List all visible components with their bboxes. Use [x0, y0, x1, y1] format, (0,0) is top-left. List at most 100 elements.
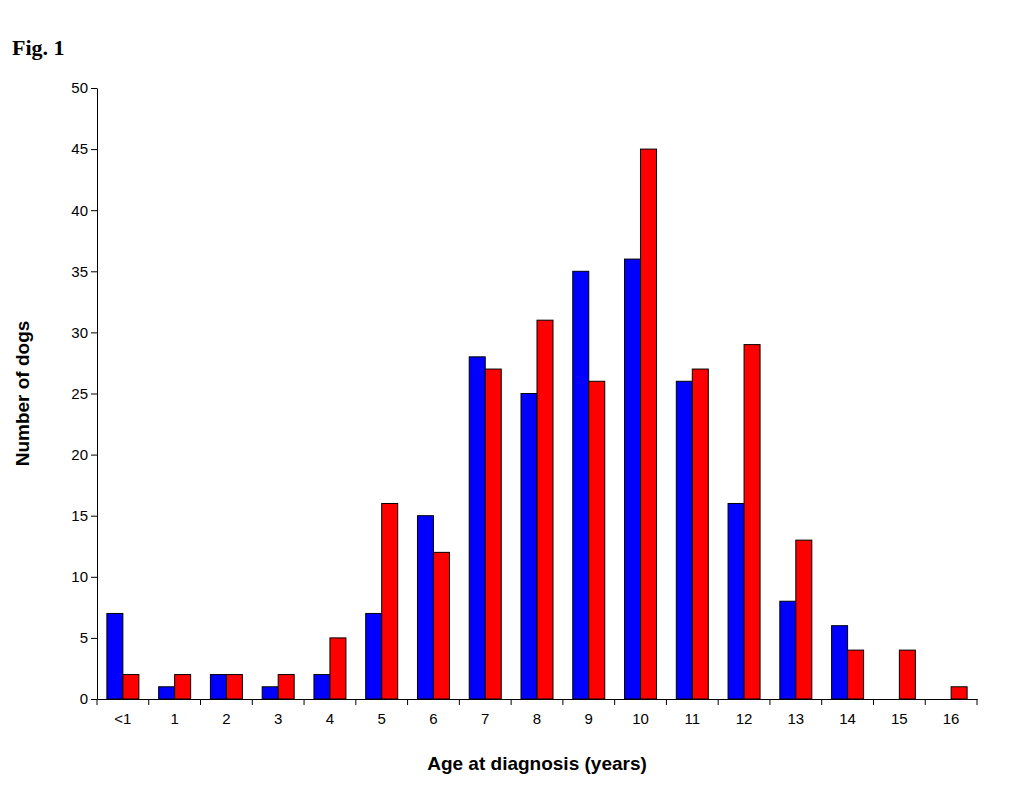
y-tick-mark: [91, 88, 97, 89]
category-separator: [769, 699, 770, 705]
y-tick-mark: [91, 332, 97, 333]
x-axis-title: Age at diagnosis (years): [427, 753, 647, 774]
bar: [521, 394, 537, 700]
bar: [625, 259, 641, 699]
y-tick-label: 25: [71, 385, 88, 402]
x-tick-label: 14: [839, 710, 856, 727]
category-separator: [873, 699, 874, 705]
y-tick-label: 30: [71, 324, 88, 341]
x-tick: 14: [839, 699, 856, 727]
x-tick: 5: [378, 699, 386, 727]
y-axis-title: Number of dogs: [12, 321, 33, 467]
bar: [417, 516, 433, 699]
y-tick: 30: [71, 324, 97, 341]
x-tick: 8: [533, 699, 541, 727]
y-axis: 05101520253035404550: [71, 79, 97, 707]
x-tick-label: 12: [736, 710, 753, 727]
y-tick-mark: [91, 210, 97, 211]
bar: [366, 613, 382, 699]
bar: [832, 626, 848, 699]
y-tick: 5: [80, 629, 97, 646]
bar: [899, 650, 915, 699]
x-tick-label: <1: [114, 710, 131, 727]
x-tick-label: 5: [378, 710, 386, 727]
x-tick-label: 13: [787, 710, 804, 727]
x-tick: 2: [222, 699, 230, 727]
bar: [573, 271, 589, 699]
x-tick-label: 7: [481, 710, 489, 727]
x-tick-label: 1: [170, 710, 178, 727]
x-tick: 10: [632, 699, 649, 727]
y-tick: 25: [71, 385, 97, 402]
x-tick-label: 3: [274, 710, 282, 727]
x-tick: 7: [481, 699, 489, 727]
category-separator: [511, 699, 512, 705]
series: [123, 149, 967, 699]
bar: [537, 320, 553, 699]
category-separator: [459, 699, 460, 705]
x-tick: 4: [326, 699, 334, 727]
bar: [433, 552, 449, 699]
y-tick-label: 45: [71, 140, 88, 157]
bar: [728, 503, 744, 699]
category-separator: [562, 699, 563, 705]
bar: [848, 650, 864, 699]
category-separator: [977, 699, 978, 705]
y-tick-mark: [91, 638, 97, 639]
bar: [382, 503, 398, 699]
x-tick: 16: [943, 699, 960, 727]
x-tick-label: 8: [533, 710, 541, 727]
title: Fig. 1: [12, 35, 65, 60]
x-tick-label: 11: [685, 710, 701, 727]
x-tick-label: 2: [222, 710, 230, 727]
x-tick: 12: [736, 699, 753, 727]
x-tick-label: 16: [943, 710, 960, 727]
category-separator: [355, 699, 356, 705]
y-tick-mark: [91, 699, 97, 700]
y-tick: 10: [71, 568, 97, 585]
y-tick-label: 0: [80, 690, 88, 707]
y-tick-mark: [91, 516, 97, 517]
bar: [314, 675, 330, 699]
bar: [676, 381, 692, 699]
category-separator: [252, 699, 253, 705]
y-tick-label: 15: [71, 507, 88, 524]
bar: [589, 381, 605, 699]
category-separator: [718, 699, 719, 705]
bar: [210, 675, 226, 699]
x-tick: 15: [891, 699, 908, 727]
bar: [469, 357, 485, 699]
x-tick-label: 10: [632, 710, 649, 727]
y-tick: 35: [71, 263, 97, 280]
y-axis-line: [97, 89, 98, 700]
x-tick: <1: [114, 699, 131, 727]
y-tick-mark: [91, 394, 97, 395]
x-tick: 11: [685, 699, 701, 727]
y-tick-label: 40: [71, 202, 88, 219]
x-tick: 9: [585, 699, 593, 727]
category-separator: [304, 699, 305, 705]
category-separator: [614, 699, 615, 705]
category-separator: [200, 699, 201, 705]
bar: [780, 601, 796, 699]
category-separator: [821, 699, 822, 705]
chart: Fig. 105101520253035404550<1123456789101…: [0, 0, 1024, 797]
y-tick-label: 5: [80, 629, 88, 646]
x-tick-label: 15: [891, 710, 908, 727]
series: [107, 259, 848, 699]
x-tick: 6: [429, 699, 437, 727]
bar: [935, 699, 951, 700]
y-tick: 40: [71, 202, 97, 219]
bar: [796, 540, 812, 699]
y-tick: 0: [80, 690, 97, 707]
bar: [262, 687, 278, 699]
bar: [744, 345, 760, 699]
x-axis-line: [98, 699, 978, 700]
x-tick-label: 6: [429, 710, 437, 727]
y-tick-label: 35: [71, 263, 88, 280]
y-tick-label: 50: [71, 79, 88, 96]
y-tick: 50: [71, 79, 97, 96]
y-tick-mark: [91, 149, 97, 150]
bar: [226, 675, 242, 699]
bar: [883, 699, 899, 700]
